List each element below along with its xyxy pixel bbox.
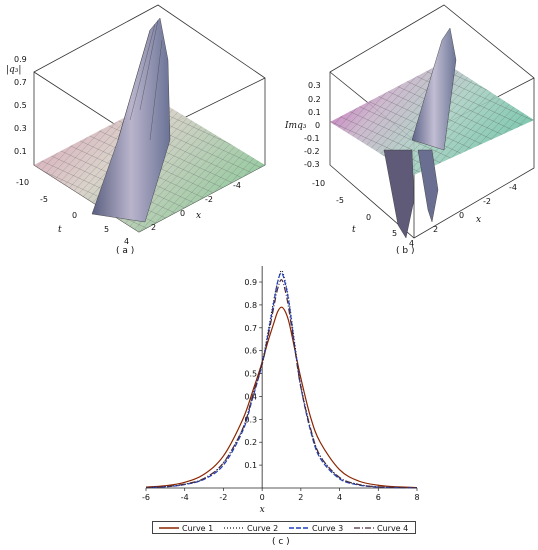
svg-text:5: 5 bbox=[104, 225, 109, 234]
svg-text:0.9: 0.9 bbox=[14, 55, 27, 64]
y-tick-label-0: 0.1 bbox=[244, 461, 257, 470]
t-axis-b: -10 -5 0 5 t bbox=[312, 179, 397, 238]
surface-plot-b: Imq₃ 0.3 0.2 0.1 0 -0.1 -0.2 -0.3 -10 -5… bbox=[284, 4, 535, 248]
caption-b: ( b ) bbox=[396, 246, 415, 256]
panel-b: Imq₃ 0.3 0.2 0.1 0 -0.1 -0.2 -0.3 -10 -5… bbox=[272, 0, 538, 262]
svg-text:-4: -4 bbox=[509, 183, 517, 192]
y-tick-label-7: 0.8 bbox=[244, 301, 257, 310]
x-tick-label-1: -4 bbox=[181, 493, 189, 502]
x-tick-label-0: -6 bbox=[142, 493, 150, 502]
x-tick-label-7: 8 bbox=[414, 493, 419, 502]
surface-trough-b bbox=[383, 149, 415, 239]
svg-text:-10: -10 bbox=[312, 179, 325, 188]
legend-item-curve-1: Curve 1 bbox=[159, 523, 213, 533]
svg-text:-0.2: -0.2 bbox=[304, 147, 320, 156]
svg-text:-2: -2 bbox=[205, 195, 213, 204]
caption-a: ( a ) bbox=[116, 246, 135, 256]
svg-text:4: 4 bbox=[124, 237, 129, 246]
x-axis-label-a: x bbox=[196, 211, 201, 221]
svg-text:-5: -5 bbox=[40, 195, 48, 204]
line-chart-c: -6 -4 -2 0 2 4 6 80.10.20.30.40.50.60.70.80.9x bbox=[142, 266, 420, 515]
panel-a: |q₃| 0.9 0.7 0.5 0.3 0.1 -10 -5 0 5 t -4… bbox=[0, 0, 270, 262]
svg-text:0.3: 0.3 bbox=[14, 124, 27, 133]
svg-text:0.1: 0.1 bbox=[14, 147, 27, 156]
t-axis-label-b: t bbox=[352, 225, 356, 235]
svg-text:0: 0 bbox=[459, 211, 464, 220]
svg-text:-10: -10 bbox=[16, 178, 29, 187]
svg-text:0.2: 0.2 bbox=[308, 95, 321, 104]
svg-text:2: 2 bbox=[151, 223, 156, 232]
x-tick-label-5: 4 bbox=[337, 493, 342, 502]
z-axis-label-b: Imq₃ bbox=[284, 121, 307, 131]
panel-c: -6 -4 -2 0 2 4 6 8 0.1 0.2 0.3 0.4 0.5 0.6 0.7 0.8 0.9 x bbox=[130, 262, 430, 550]
svg-text:0: 0 bbox=[366, 213, 371, 222]
svg-text:-2: -2 bbox=[483, 197, 491, 206]
series-line-1 bbox=[145, 306, 418, 489]
legend-swatch-curve-1 bbox=[159, 527, 179, 529]
y-tick-label-6: 0.7 bbox=[244, 324, 257, 333]
surface-plot-a: |q₃| 0.9 0.7 0.5 0.3 0.1 -10 -5 0 5 t -4… bbox=[6, 4, 266, 246]
y-tick-label-8: 0.9 bbox=[244, 278, 257, 287]
z-axis-b: Imq₃ 0.3 0.2 0.1 0 -0.1 -0.2 -0.3 bbox=[284, 81, 321, 169]
t-axis-label-a: t bbox=[58, 225, 62, 235]
svg-text:0.3: 0.3 bbox=[308, 81, 321, 90]
svg-text:-5: -5 bbox=[336, 196, 344, 205]
caption-c: ( c ) bbox=[272, 537, 290, 547]
svg-text:2: 2 bbox=[433, 225, 438, 234]
x-tick-label-3: 0 bbox=[260, 493, 265, 502]
t-axis-a: -10 -5 0 5 t bbox=[16, 178, 109, 235]
y-tick-label-4: 0.5 bbox=[244, 370, 257, 379]
y-tick-label-1: 0.2 bbox=[244, 438, 257, 447]
svg-text:5: 5 bbox=[392, 229, 397, 238]
svg-text:0: 0 bbox=[180, 209, 185, 218]
svg-text:0: 0 bbox=[72, 211, 77, 220]
svg-text:0.7: 0.7 bbox=[14, 78, 27, 87]
x-axis-label-b: x bbox=[476, 215, 481, 225]
svg-text:0: 0 bbox=[315, 121, 320, 130]
svg-text:-4: -4 bbox=[233, 181, 241, 190]
x-axis-label-c: x bbox=[260, 505, 265, 515]
y-tick-label-5: 0.6 bbox=[244, 347, 257, 356]
x-tick-label-6: 6 bbox=[376, 493, 381, 502]
x-axis-a: -4 -2 0 2 4 x bbox=[124, 181, 241, 246]
legend: Curve 1 Curve 2 Curve 3 Curve 4 bbox=[152, 521, 416, 534]
svg-text:-0.1: -0.1 bbox=[304, 134, 320, 143]
legend-label-curve-4: Curve 4 bbox=[377, 523, 409, 533]
svg-text:-0.3: -0.3 bbox=[304, 160, 320, 169]
svg-text:4: 4 bbox=[409, 239, 414, 248]
series-line-4 bbox=[145, 279, 418, 489]
z-axis-label-a: |q₃| bbox=[6, 65, 21, 75]
legend-item-curve-4: Curve 4 bbox=[354, 523, 408, 533]
legend-label-curve-2: Curve 2 bbox=[247, 523, 279, 533]
legend-swatch-curve-3 bbox=[289, 527, 309, 529]
series-line-2 bbox=[145, 269, 418, 489]
x-tick-label-4: 2 bbox=[298, 493, 303, 502]
x-tick-label-2: -2 bbox=[219, 493, 227, 502]
legend-swatch-curve-2 bbox=[224, 527, 244, 529]
surface-peak-b bbox=[411, 27, 457, 151]
series-line-3 bbox=[145, 272, 418, 489]
legend-item-curve-2: Curve 2 bbox=[224, 523, 278, 533]
z-axis-a: |q₃| 0.9 0.7 0.5 0.3 0.1 bbox=[6, 55, 27, 156]
svg-text:0.5: 0.5 bbox=[14, 101, 27, 110]
legend-label-curve-3: Curve 3 bbox=[312, 523, 344, 533]
legend-swatch-curve-4 bbox=[354, 527, 374, 529]
legend-item-curve-3: Curve 3 bbox=[289, 523, 343, 533]
legend-label-curve-1: Curve 1 bbox=[182, 523, 214, 533]
x-axis-b: -4 -2 0 2 4 x bbox=[409, 183, 517, 248]
y-tick-label-2: 0.3 bbox=[244, 415, 257, 424]
svg-text:0.1: 0.1 bbox=[308, 108, 321, 117]
